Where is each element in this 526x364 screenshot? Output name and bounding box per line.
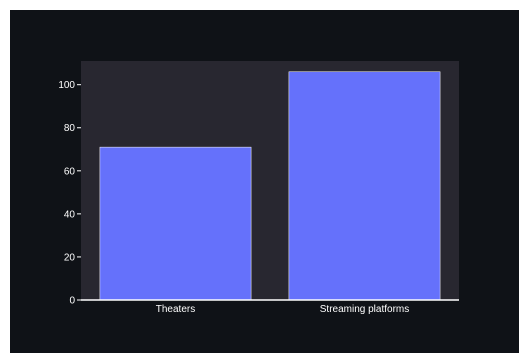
y-tick-label: 100 bbox=[58, 80, 75, 91]
x-tick-label: Streaming platforms bbox=[320, 304, 409, 315]
chart-figure: 0 20 40 60 80 100 Theaters Streaming platforms bbox=[10, 10, 519, 353]
bar-theaters bbox=[99, 146, 252, 301]
y-tick-label: 60 bbox=[64, 166, 76, 177]
y-tick-labels: 0 20 40 60 80 100 bbox=[58, 80, 81, 307]
bar-streaming-platforms bbox=[288, 71, 441, 301]
y-tick-label: 40 bbox=[64, 209, 76, 220]
x-tick-label: Theaters bbox=[156, 304, 195, 315]
bar-chart: 0 20 40 60 80 100 Theaters Streaming platforms bbox=[58, 61, 459, 315]
x-tick-labels: Theaters Streaming platforms bbox=[156, 304, 409, 315]
y-tick-label: 0 bbox=[69, 296, 75, 307]
y-tick-label: 80 bbox=[64, 123, 76, 134]
bars-group bbox=[99, 71, 441, 301]
y-tick-label: 20 bbox=[64, 252, 76, 263]
